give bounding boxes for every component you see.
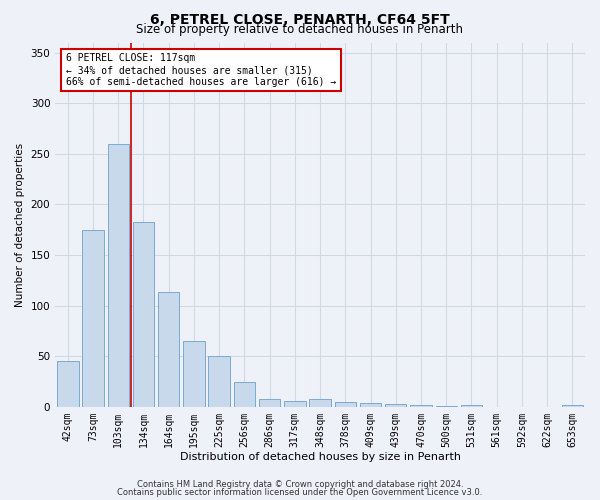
Text: Contains HM Land Registry data © Crown copyright and database right 2024.: Contains HM Land Registry data © Crown c… <box>137 480 463 489</box>
Text: 6, PETREL CLOSE, PENARTH, CF64 5FT: 6, PETREL CLOSE, PENARTH, CF64 5FT <box>150 12 450 26</box>
Bar <box>57 362 79 407</box>
Bar <box>107 144 129 407</box>
Bar <box>436 406 457 407</box>
Bar <box>335 402 356 407</box>
Bar <box>410 405 432 407</box>
X-axis label: Distribution of detached houses by size in Penarth: Distribution of detached houses by size … <box>179 452 461 462</box>
Bar <box>259 398 280 407</box>
Bar <box>562 405 583 407</box>
Text: Contains public sector information licensed under the Open Government Licence v3: Contains public sector information licen… <box>118 488 482 497</box>
Bar <box>82 230 104 407</box>
Bar <box>208 356 230 407</box>
Bar <box>233 382 255 407</box>
Y-axis label: Number of detached properties: Number of detached properties <box>15 142 25 306</box>
Bar <box>310 398 331 407</box>
Bar <box>461 405 482 407</box>
Text: 6 PETREL CLOSE: 117sqm
← 34% of detached houses are smaller (315)
66% of semi-de: 6 PETREL CLOSE: 117sqm ← 34% of detached… <box>66 54 336 86</box>
Bar <box>133 222 154 407</box>
Bar <box>284 401 305 407</box>
Bar <box>158 292 179 407</box>
Bar <box>183 341 205 407</box>
Bar <box>360 403 381 407</box>
Bar <box>385 404 406 407</box>
Text: Size of property relative to detached houses in Penarth: Size of property relative to detached ho… <box>137 22 464 36</box>
